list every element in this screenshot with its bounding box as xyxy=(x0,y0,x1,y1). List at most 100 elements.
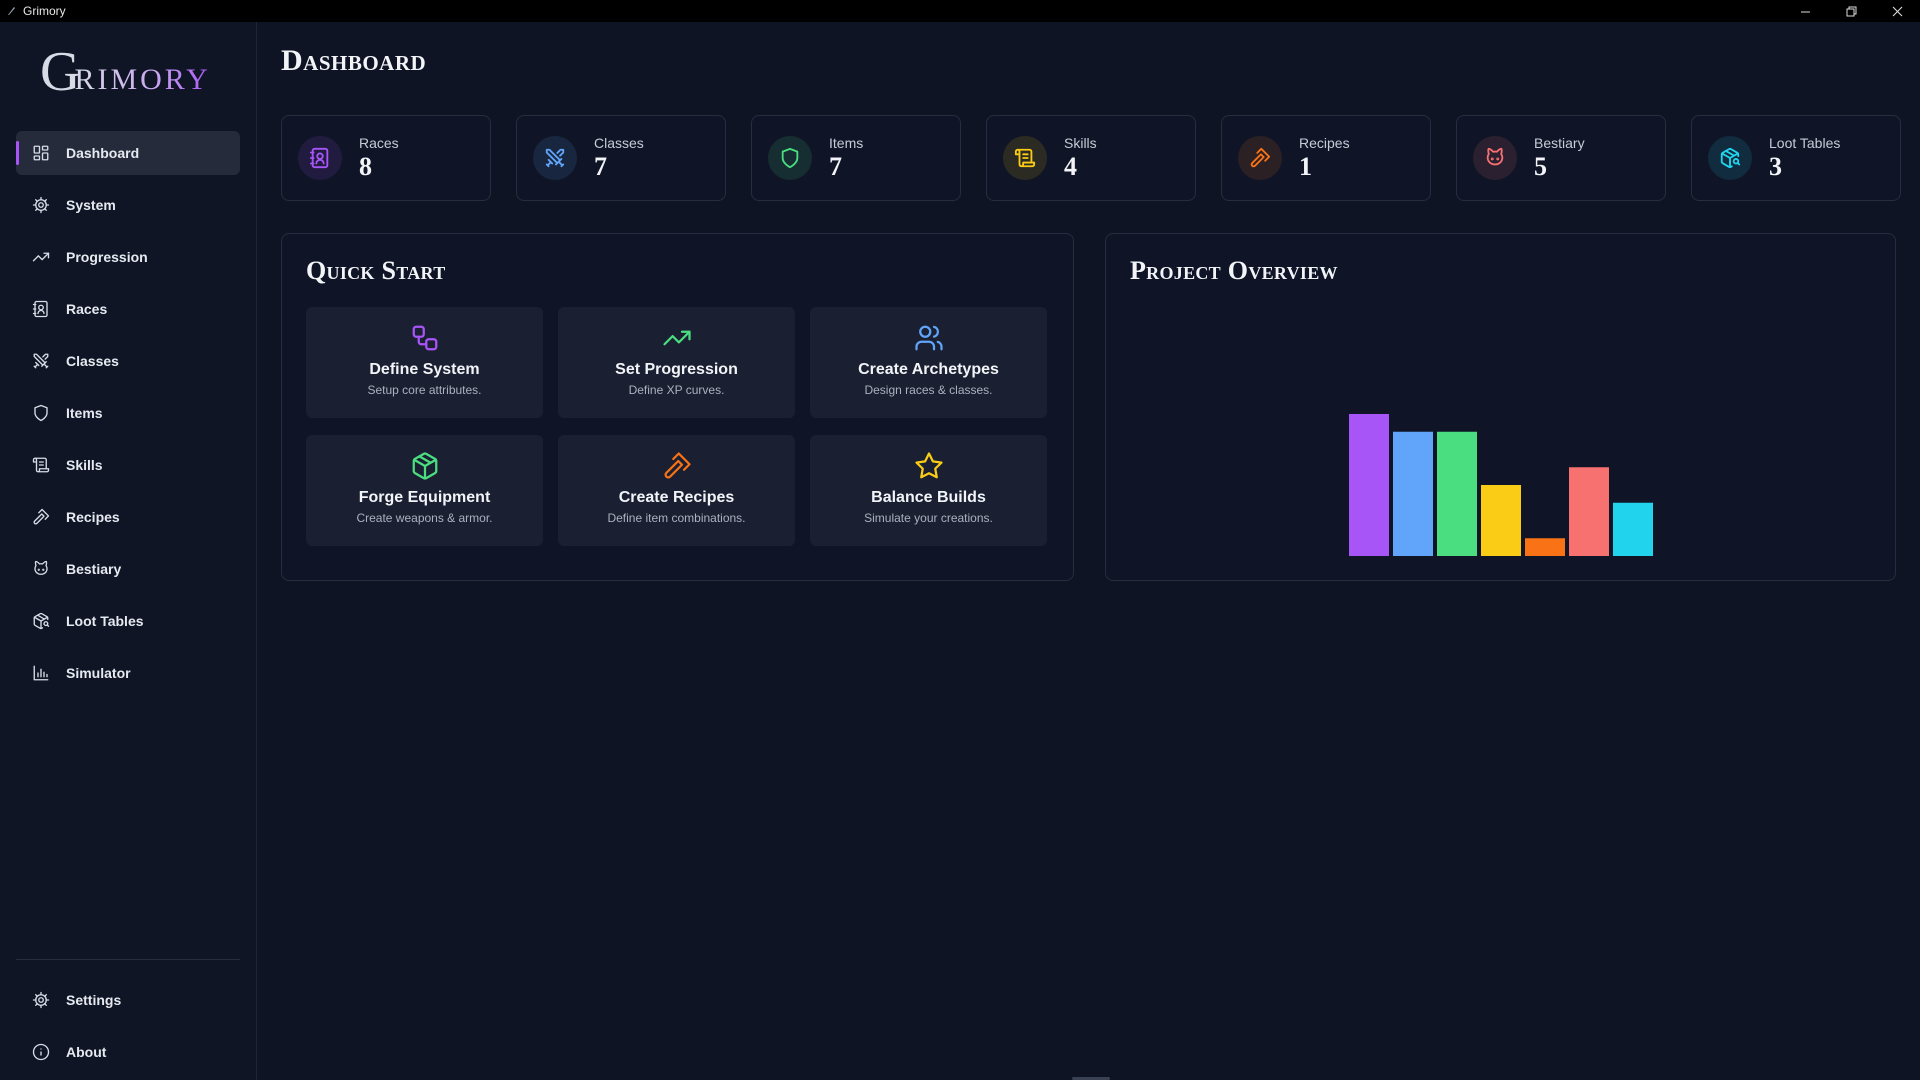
star-icon xyxy=(914,451,944,481)
quick-start-card-desc: Setup core attributes. xyxy=(367,383,482,397)
sidebar-item-bestiary[interactable]: Bestiary xyxy=(16,547,240,591)
quick-start-forge-equipment[interactable]: Forge Equipment Create weapons & armor. xyxy=(306,435,543,546)
quick-start-balance-builds[interactable]: Balance Builds Simulate your creations. xyxy=(810,435,1047,546)
app-logo: G RIMORY xyxy=(40,40,220,100)
chart-bar-loot-tables[interactable] xyxy=(1613,502,1653,556)
close-icon xyxy=(1892,6,1902,16)
chart-bar-bestiary[interactable] xyxy=(1569,467,1609,556)
chart-bar-classes[interactable] xyxy=(1393,431,1433,556)
quick-start-panel: Quick Start Define System Setup core attr… xyxy=(281,233,1074,581)
stat-text: Recipes 1 xyxy=(1299,135,1350,181)
stat-text: Classes 7 xyxy=(594,135,644,181)
scroll-icon xyxy=(1003,136,1047,180)
hammer-icon xyxy=(662,451,692,481)
box-icon xyxy=(410,451,440,481)
sidebar-item-label: Progression xyxy=(66,249,148,265)
stat-value: 7 xyxy=(829,152,842,181)
stat-text: Skills 4 xyxy=(1064,135,1097,181)
sidebar-item-recipes[interactable]: Recipes xyxy=(16,495,240,539)
quick-start-title: Quick Start xyxy=(306,256,446,285)
quick-start-card-desc: Simulate your creations. xyxy=(864,511,993,525)
quick-start-grid: Define System Setup core attributes. Set P… xyxy=(306,307,1047,546)
quick-start-set-progression[interactable]: Set Progression Define XP curves. xyxy=(558,307,795,418)
stat-text: Bestiary 5 xyxy=(1534,135,1585,181)
logo-initial: G xyxy=(40,41,81,103)
stat-card-bestiary[interactable]: Bestiary 5 xyxy=(1456,115,1666,201)
sidebar-item-system[interactable]: System xyxy=(16,183,240,227)
stat-label: Bestiary xyxy=(1534,135,1585,151)
quick-start-card-title: Forge Equipment xyxy=(358,489,491,506)
stat-value: 3 xyxy=(1769,152,1782,181)
stat-text: Races 8 xyxy=(359,135,399,181)
quick-start-card-desc: Define XP curves. xyxy=(628,383,725,397)
sidebar-nav-bottom: Settings About xyxy=(16,978,240,1080)
scroll-indicator xyxy=(1072,1077,1110,1080)
sidebar-item-label: Settings xyxy=(66,992,122,1008)
sidebar-item-simulator[interactable]: Simulator xyxy=(16,651,240,695)
sidebar-item-settings[interactable]: Settings xyxy=(16,978,240,1022)
quick-start-card-title: Define System xyxy=(369,361,480,378)
stat-label: Skills xyxy=(1064,135,1097,151)
chart-bar-items[interactable] xyxy=(1437,431,1477,556)
sidebar-item-label: Recipes xyxy=(66,509,120,525)
users-icon xyxy=(914,323,944,353)
workflow-icon xyxy=(410,323,440,353)
gear-icon xyxy=(32,991,50,1009)
minimize-button[interactable] xyxy=(1782,0,1828,22)
stat-card-classes[interactable]: Classes 7 xyxy=(516,115,726,201)
close-button[interactable] xyxy=(1874,0,1920,22)
sidebar-item-loot-tables[interactable]: Loot Tables xyxy=(16,599,240,643)
window-title: Grimory xyxy=(23,4,66,18)
trending-up-icon xyxy=(662,323,692,353)
page-title: Dashboard xyxy=(281,44,427,77)
sidebar-item-dashboard[interactable]: Dashboard xyxy=(16,131,240,175)
gear-icon xyxy=(32,196,50,214)
project-overview-panel: Project Overview xyxy=(1105,233,1896,581)
quick-start-card-title: Set Progression xyxy=(615,361,738,378)
stat-value: 5 xyxy=(1534,152,1547,181)
quick-start-define-system[interactable]: Define System Setup core attributes. xyxy=(306,307,543,418)
sidebar-item-races[interactable]: Races xyxy=(16,287,240,331)
shield-icon xyxy=(32,404,50,422)
sidebar-item-label: System xyxy=(66,197,116,213)
chart-bar-skills[interactable] xyxy=(1481,485,1521,556)
scroll-icon xyxy=(32,456,50,474)
sidebar-item-label: Races xyxy=(66,301,108,317)
package-search-icon xyxy=(1708,136,1752,180)
shield-icon xyxy=(768,136,812,180)
sidebar-item-label: Items xyxy=(66,405,103,421)
stat-value: 8 xyxy=(359,152,372,181)
sidebar-item-skills[interactable]: Skills xyxy=(16,443,240,487)
stat-card-races[interactable]: Races 8 xyxy=(281,115,491,201)
stat-label: Items xyxy=(829,135,864,151)
hammer-icon xyxy=(1238,136,1282,180)
stat-text: Loot Tables 3 xyxy=(1769,135,1840,181)
sidebar-item-label: Bestiary xyxy=(66,561,122,577)
quick-start-create-recipes[interactable]: Create Recipes Define item combinations. xyxy=(558,435,795,546)
info-icon xyxy=(32,1043,50,1061)
sidebar-item-classes[interactable]: Classes xyxy=(16,339,240,383)
package-search-icon xyxy=(32,612,50,630)
sidebar-item-progression[interactable]: Progression xyxy=(16,235,240,279)
restore-icon xyxy=(1846,6,1856,16)
chart-bar-races[interactable] xyxy=(1349,414,1389,556)
sidebar-item-items[interactable]: Items xyxy=(16,391,240,435)
stat-value: 4 xyxy=(1064,152,1077,181)
stat-card-recipes[interactable]: Recipes 1 xyxy=(1221,115,1431,201)
quick-start-card-title: Create Archetypes xyxy=(858,361,999,378)
stat-card-items[interactable]: Items 7 xyxy=(751,115,961,201)
quick-start-create-archetypes[interactable]: Create Archetypes Design races & classes. xyxy=(810,307,1047,418)
stat-card-skills[interactable]: Skills 4 xyxy=(986,115,1196,201)
sidebar-item-about[interactable]: About xyxy=(16,1030,240,1074)
chart-bar-recipes[interactable] xyxy=(1525,538,1565,556)
sidebar-nav: Dashboard System Progression Races Classes It… xyxy=(16,131,240,703)
restore-button[interactable] xyxy=(1828,0,1874,22)
quick-start-card-desc: Define item combinations. xyxy=(607,511,746,525)
quick-start-card-desc: Create weapons & armor. xyxy=(356,511,493,525)
sidebar-item-label: Simulator xyxy=(66,665,131,681)
hammer-icon xyxy=(32,508,50,526)
window-controls xyxy=(1782,0,1920,22)
stat-card-loot-tables[interactable]: Loot Tables 3 xyxy=(1691,115,1901,201)
app-icon xyxy=(8,7,15,15)
cat-icon xyxy=(32,560,50,578)
